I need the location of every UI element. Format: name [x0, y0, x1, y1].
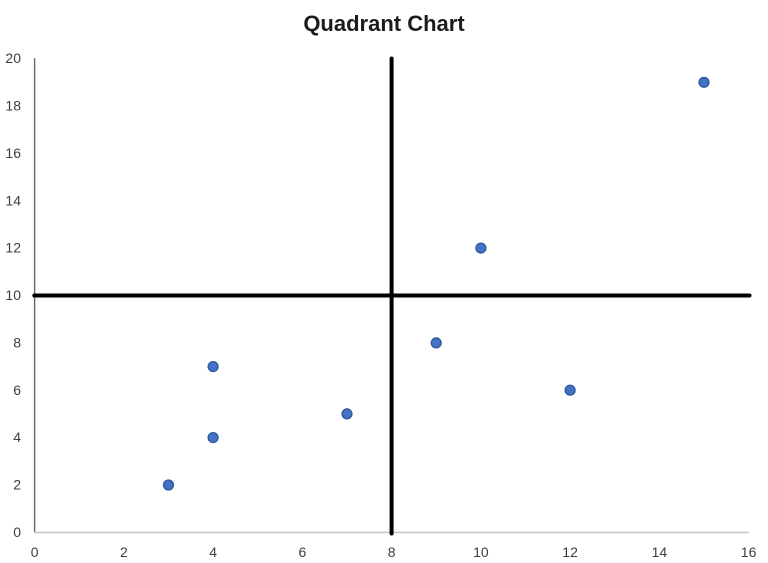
svg-text:16: 16	[741, 544, 757, 560]
svg-text:2: 2	[120, 544, 128, 560]
svg-text:8: 8	[13, 335, 21, 351]
svg-text:6: 6	[299, 544, 307, 560]
svg-text:12: 12	[5, 240, 21, 256]
svg-text:8: 8	[388, 544, 396, 560]
svg-text:20: 20	[5, 50, 21, 66]
svg-text:0: 0	[31, 544, 39, 560]
svg-text:6: 6	[13, 382, 21, 398]
svg-text:14: 14	[5, 192, 21, 208]
svg-text:2: 2	[13, 477, 21, 493]
svg-text:10: 10	[5, 287, 21, 303]
svg-text:12: 12	[562, 544, 578, 560]
svg-text:16: 16	[5, 145, 21, 161]
svg-text:4: 4	[209, 544, 217, 560]
svg-text:0: 0	[13, 524, 21, 540]
svg-text:4: 4	[13, 429, 21, 445]
svg-text:18: 18	[5, 98, 21, 114]
svg-text:14: 14	[652, 544, 668, 560]
svg-text:Quadrant Chart: Quadrant Chart	[303, 11, 465, 36]
svg-text:10: 10	[473, 544, 489, 560]
